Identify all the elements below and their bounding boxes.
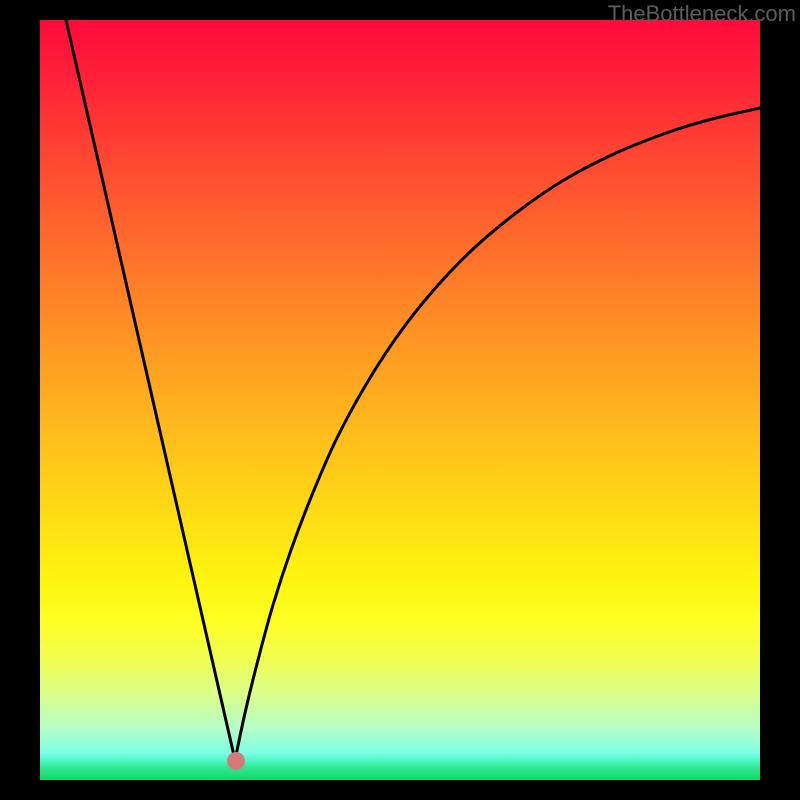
frame-right <box>760 0 800 800</box>
frame-bottom <box>0 780 800 800</box>
plot-area <box>40 20 760 780</box>
bottleneck-point-marker <box>227 752 245 770</box>
chart-container: TheBottleneck.com <box>0 0 800 800</box>
frame-left <box>0 0 40 800</box>
bottleneck-curve <box>66 20 760 760</box>
watermark-text: TheBottleneck.com <box>608 1 796 27</box>
curve-layer <box>40 20 760 780</box>
